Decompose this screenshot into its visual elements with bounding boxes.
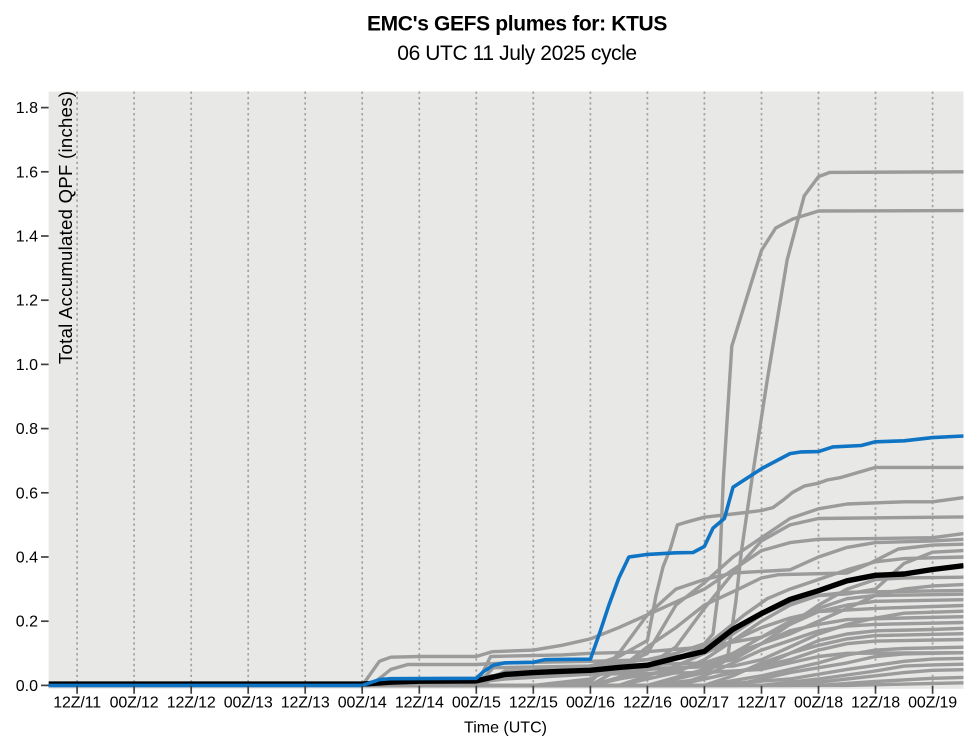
svg-text:Total Accumulated QPF (inches): Total Accumulated QPF (inches) xyxy=(55,91,76,364)
svg-text:00Z/13: 00Z/13 xyxy=(224,695,273,712)
svg-text:1.0: 1.0 xyxy=(16,357,38,374)
svg-text:00Z/18: 00Z/18 xyxy=(794,695,843,712)
svg-text:00Z/19: 00Z/19 xyxy=(908,695,957,712)
svg-text:1.2: 1.2 xyxy=(16,293,38,310)
svg-text:0.8: 0.8 xyxy=(16,421,38,438)
svg-text:06 UTC 11 July 2025 cycle: 06 UTC 11 July 2025 cycle xyxy=(397,42,636,65)
svg-text:1.8: 1.8 xyxy=(16,100,38,117)
svg-text:00Z/14: 00Z/14 xyxy=(338,695,387,712)
svg-text:1.4: 1.4 xyxy=(16,229,38,246)
svg-text:12Z/16: 12Z/16 xyxy=(623,695,672,712)
svg-text:12Z/17: 12Z/17 xyxy=(737,695,786,712)
svg-text:00Z/17: 00Z/17 xyxy=(680,695,729,712)
svg-text:0.6: 0.6 xyxy=(16,485,38,502)
svg-text:EMC's GEFS plumes for: KTUS: EMC's GEFS plumes for: KTUS xyxy=(367,13,667,36)
svg-text:12Z/14: 12Z/14 xyxy=(395,695,444,712)
svg-text:0.2: 0.2 xyxy=(16,614,38,631)
svg-text:12Z/15: 12Z/15 xyxy=(509,695,558,712)
svg-text:00Z/16: 00Z/16 xyxy=(566,695,615,712)
svg-text:12Z/11: 12Z/11 xyxy=(53,695,101,712)
svg-text:0.0: 0.0 xyxy=(16,678,38,695)
svg-text:1.6: 1.6 xyxy=(16,164,38,181)
svg-text:Time (UTC): Time (UTC) xyxy=(464,720,547,737)
svg-text:12Z/12: 12Z/12 xyxy=(167,695,216,712)
svg-text:0.4: 0.4 xyxy=(16,550,38,567)
svg-text:12Z/18: 12Z/18 xyxy=(851,695,900,712)
svg-text:00Z/15: 00Z/15 xyxy=(452,695,501,712)
svg-text:12Z/13: 12Z/13 xyxy=(281,695,330,712)
svg-text:00Z/12: 00Z/12 xyxy=(110,695,159,712)
